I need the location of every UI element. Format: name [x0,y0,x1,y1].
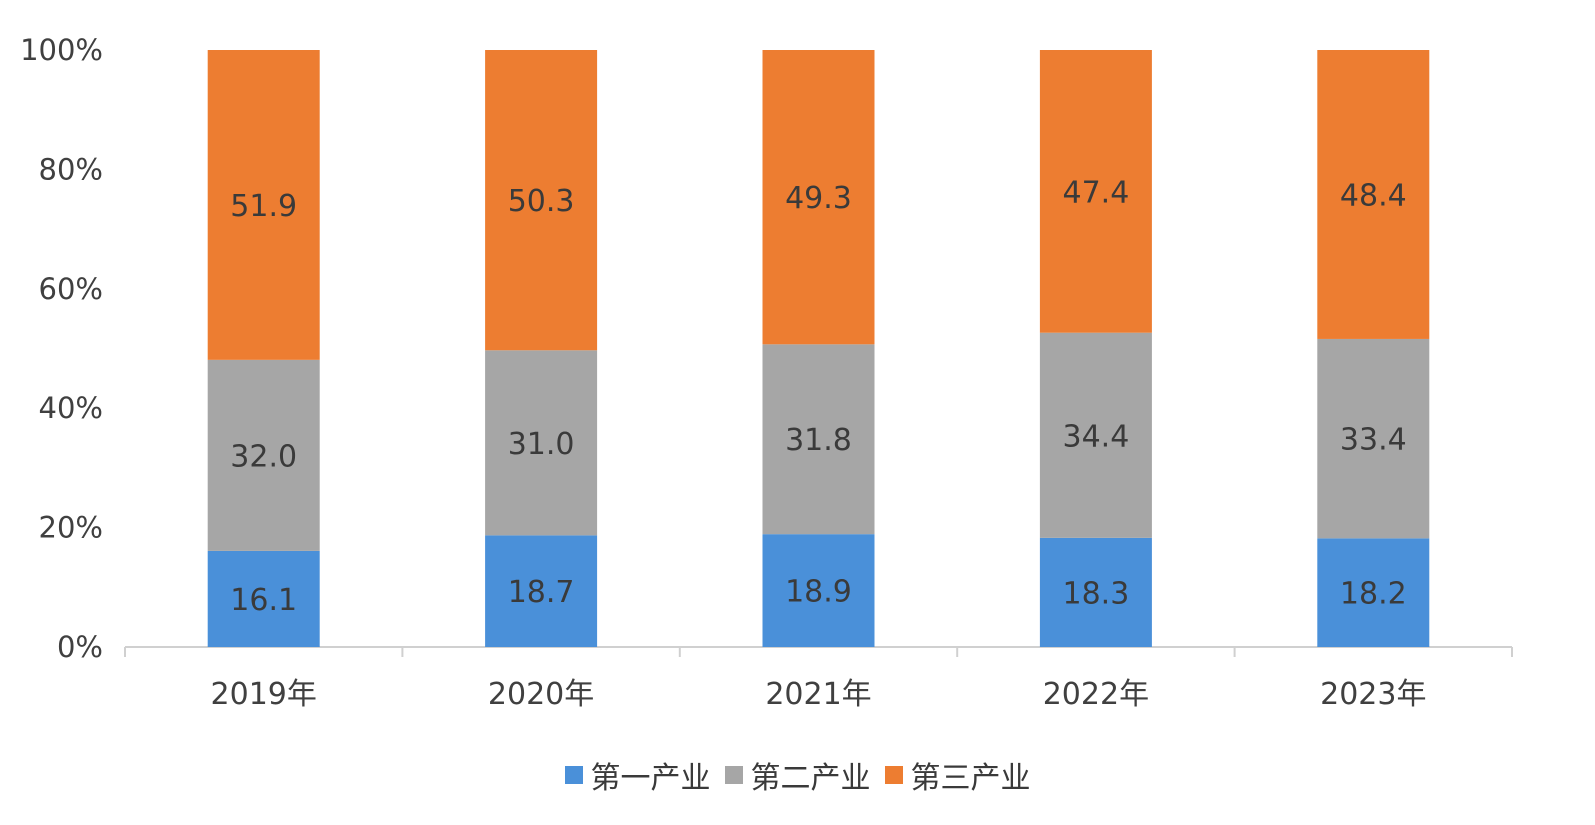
bar-segment [1039,332,1152,538]
y-tick-label: 80% [39,152,103,186]
data-label: 50.3 [508,184,575,219]
bar-segment [762,50,875,345]
legend-label-primary: 第一产业 [590,761,711,796]
data-label: 16.1 [230,583,297,618]
data-label: 34.4 [1063,419,1130,454]
legend-swatch-secondary [724,766,743,784]
bar-segment [1317,538,1430,647]
data-label: 32.0 [230,439,297,474]
data-label: 33.4 [1340,423,1407,458]
data-label: 18.2 [1340,577,1407,612]
bar-segment [1039,50,1152,333]
data-label: 31.0 [508,427,575,462]
y-tick-label: 0% [57,630,103,664]
x-tick-label: 2019年 [211,677,317,712]
bar-segment [762,344,875,535]
bar-segment [207,50,320,360]
y-tick-label: 20% [39,511,103,545]
x-tick-label: 2022年 [1043,677,1149,712]
data-label: 48.4 [1340,178,1407,213]
x-tick-label: 2020年 [488,677,594,712]
x-axis: 2019年 2020年 2021年 2022年 2023年 [124,646,1513,712]
legend-label-tertiary: 第三产业 [910,761,1031,796]
data-label: 47.4 [1063,175,1130,210]
y-tick-label: 60% [39,272,103,306]
bar-segment [207,359,320,551]
y-tick-label: 100% [20,33,103,67]
bar-segment [1039,537,1152,647]
data-label: 18.3 [1063,576,1130,611]
legend-swatch-tertiary [884,766,903,784]
bar-segment [485,350,598,536]
bar-segment [485,50,598,351]
bar-segment [762,534,875,647]
x-tick-label: 2023年 [1320,677,1426,712]
data-label: 49.3 [785,181,852,216]
bars [207,50,1430,647]
bar-segment [1317,50,1430,339]
legend-item-secondary: 第二产业 [724,753,871,797]
legend: 第一产业 第二产业 第三产业 [0,750,1595,800]
bar-segment [485,535,598,647]
data-label: 51.9 [230,189,297,224]
y-tick-label: 40% [39,391,103,425]
legend-label-secondary: 第二产业 [750,761,871,796]
legend-swatch-primary [564,766,583,784]
bar-segment [207,550,320,647]
data-label: 18.7 [508,575,575,610]
legend-item-primary: 第一产业 [564,753,711,797]
legend-item-tertiary: 第三产业 [884,753,1031,797]
data-label: 31.8 [785,423,852,458]
y-axis: 0% 20% 40% 60% 80% 100% [20,33,103,664]
x-tick-label: 2021年 [765,677,871,712]
data-label: 18.9 [785,575,852,610]
value-labels: 16.1 32.0 51.9 18.7 31.0 50.3 18.9 31.8 49.3 18.3… [230,175,1406,618]
bar-segment [1317,338,1430,539]
